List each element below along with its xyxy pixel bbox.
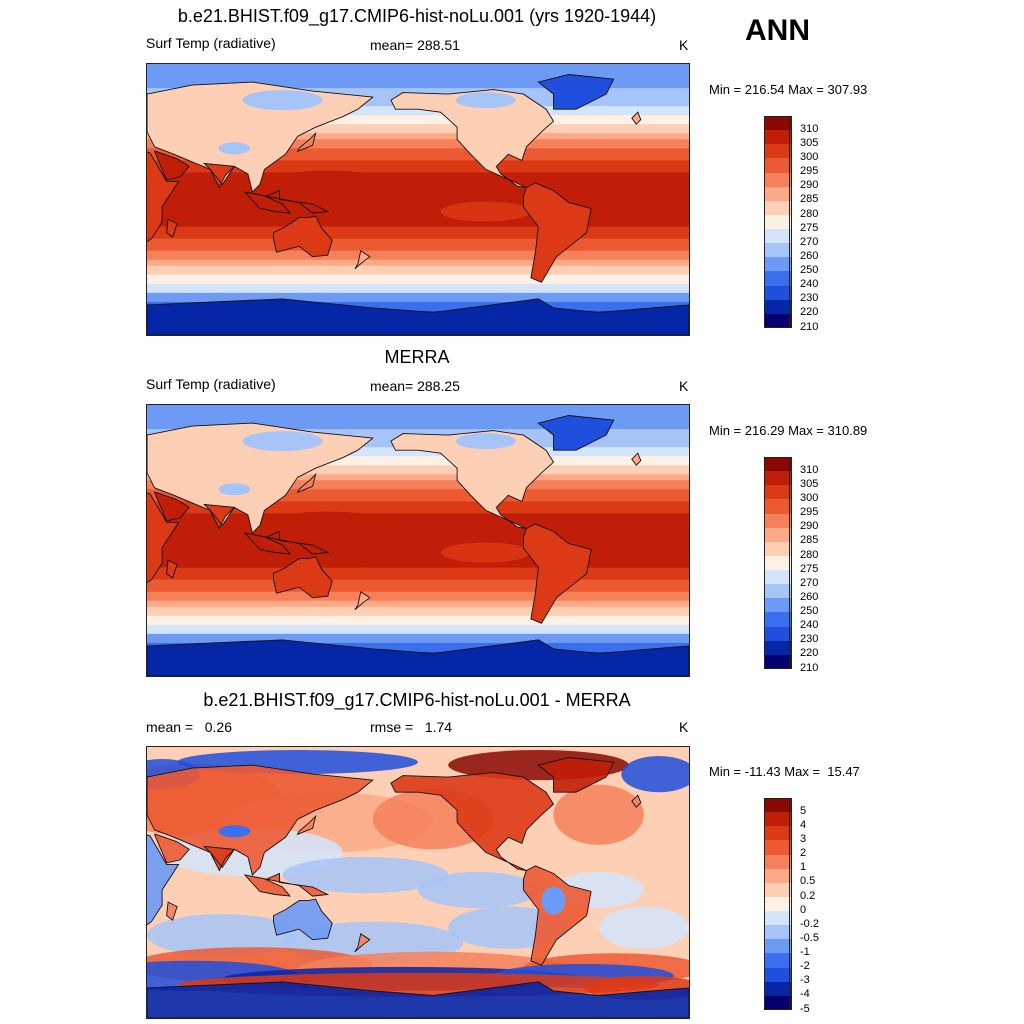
colorbar-tick-label: -0.5: [800, 931, 819, 944]
colorbar-tick-label: -2: [800, 960, 810, 973]
colorbar-tick-label: 260: [800, 249, 819, 262]
colorbar-tick-label: 285: [800, 534, 819, 547]
colorbar-tick-label: 210: [800, 320, 819, 333]
map-field: [147, 405, 689, 676]
colorbar-tick-label: 0.5: [800, 875, 816, 888]
colorbar-tick-label: 305: [800, 136, 819, 149]
colorbar-tick-label: 1: [800, 861, 807, 874]
panel-2-units: K: [679, 378, 689, 394]
panel-2-colorbar: 310 305 300 295 290 285 280 275 270 260 250 240 230 2…: [764, 457, 844, 674]
panel-3-map: [146, 746, 690, 1019]
panel-1-title: b.e21.BHIST.f09_g17.CMIP6-hist-noLu.001 …: [177, 6, 657, 26]
panel-2-map: [146, 404, 690, 677]
colorbar-tick-label: 0: [800, 903, 807, 916]
colorbar-frame: [764, 798, 790, 1010]
panel-2-mean-label: mean= 288.25: [370, 378, 460, 394]
colorbar-tick-label: 290: [800, 179, 819, 192]
panel-3-rmse-label: rmse = 1.74: [370, 719, 453, 735]
panel-1-minmax: Min = 216.54 Max = 307.93: [709, 82, 868, 97]
colorbar-tick-label: 295: [800, 165, 819, 178]
colorbar-tick-label: -0.2: [800, 917, 819, 930]
colorbar-tick-label: 5: [800, 804, 807, 817]
colorbar-tick-label: 275: [800, 221, 819, 234]
colorbar-tick-label: 240: [800, 619, 819, 632]
colorbar-tick-label: 310: [800, 122, 819, 135]
panel-3-units: K: [679, 719, 689, 735]
colorbar-tick-label: 270: [800, 576, 819, 589]
colorbar-tick-label: 220: [800, 647, 819, 660]
colorbar-tick-label: 310: [800, 463, 819, 476]
colorbar-tick-label: 275: [800, 562, 819, 575]
colorbar-tick-label: 230: [800, 292, 819, 305]
colorbar-tick-label: -4: [800, 988, 810, 1001]
colorbar-tick-label: 285: [800, 193, 819, 206]
panel-1-units: K: [679, 37, 689, 53]
colorbar-tick-label: 295: [800, 506, 819, 519]
panel-1-map: [146, 63, 690, 336]
panel-1-variable-label: Surf Temp (radiative): [146, 35, 276, 51]
colorbar-tick-label: 270: [800, 235, 819, 248]
panel-2-minmax: Min = 216.29 Max = 310.89: [709, 423, 868, 438]
map-field: [147, 64, 689, 335]
colorbar-tick-label: 3: [800, 832, 807, 845]
panel-2-variable-label: Surf Temp (radiative): [146, 376, 276, 392]
colorbar-tick-label: -5: [800, 1002, 810, 1015]
colorbar-tick-label: 260: [800, 590, 819, 603]
colorbar-tick-label: 280: [800, 548, 819, 561]
panel-1-mean-label: mean= 288.51: [370, 37, 460, 53]
colorbar-tick-label: 290: [800, 520, 819, 533]
colorbar-tick-label: 280: [800, 207, 819, 220]
map-field: [147, 747, 689, 1018]
colorbar-tick-label: 210: [800, 661, 819, 674]
panel-1-colorbar: 310 305 300 295 290 285 280 275 270 260 250 240 230 2…: [764, 116, 844, 333]
colorbar-frame: [764, 116, 790, 328]
colorbar-tick-label: 220: [800, 306, 819, 319]
panel-3-colorbar: 5 4 3 2 1 0.5 0.2 0 -0.2 -0.5 -1 -2 -3 -4 -5: [764, 798, 844, 1015]
colorbar-tick-label: 0.2: [800, 889, 816, 902]
colorbar-tick-label: -3: [800, 974, 810, 987]
colorbar-tick-label: 300: [800, 491, 819, 504]
colorbar-tick-label: 230: [800, 633, 819, 646]
colorbar-tick-label: 250: [800, 605, 819, 618]
colorbar-tick-label: 305: [800, 477, 819, 490]
panel-3-title: b.e21.BHIST.f09_g17.CMIP6-hist-noLu.001 …: [203, 690, 631, 710]
colorbar-tick-label: -1: [800, 946, 810, 959]
colorbar-tick-label: 4: [800, 818, 807, 831]
colorbar-tick-label: 2: [800, 847, 807, 860]
panel-3-mean-label: mean = 0.26: [146, 719, 233, 735]
panel-3-minmax: Min = -11.43 Max = 15.47: [709, 764, 860, 779]
panel-2-title: MERRA: [384, 347, 450, 367]
season-label: ANN: [745, 14, 810, 47]
colorbar-frame: [764, 457, 790, 669]
colorbar-tick-label: 240: [800, 278, 819, 291]
colorbar-tick-label: 300: [800, 150, 819, 163]
colorbar-tick-label: 250: [800, 264, 819, 277]
